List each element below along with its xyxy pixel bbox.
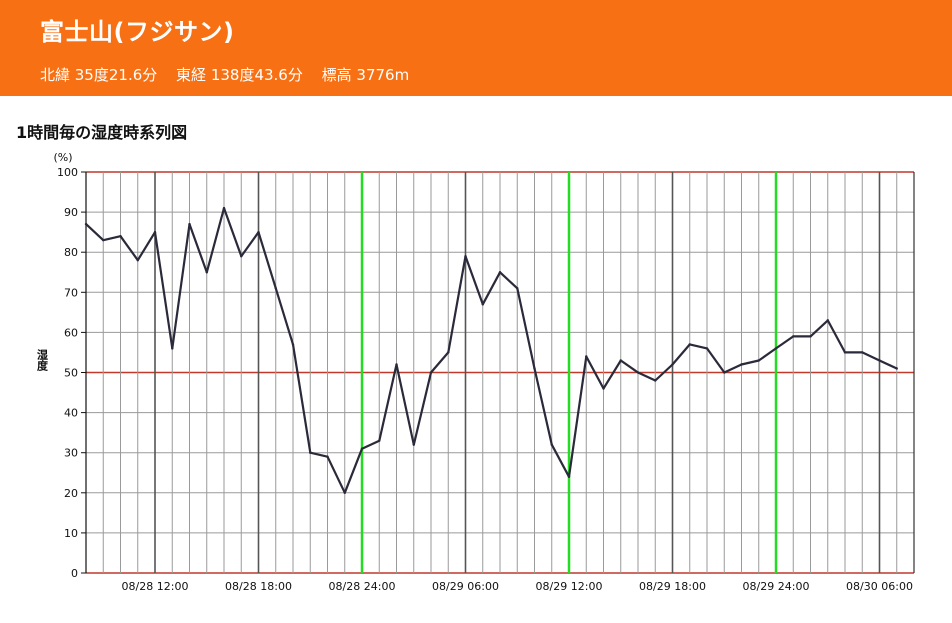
y-tick-label: 20 [64,487,78,500]
y-unit-label: (%) [53,151,72,164]
humidity-data-point [153,230,157,234]
humidity-data-point [240,255,243,258]
humidity-data-point [222,206,226,210]
humidity-data-point [740,363,743,366]
x-tick-label: 08/29 18:00 [639,580,706,593]
y-tick-label: 40 [64,407,78,420]
y-tick-label: 100 [57,166,78,179]
y-tick-label: 80 [64,246,78,259]
x-tick-label: 08/29 06:00 [432,580,499,593]
humidity-data-point [895,367,898,370]
humidity-series-line [85,207,898,494]
humidity-data-point [326,455,329,458]
station-title: 富士山(フジサン) [40,18,235,46]
humidity-data-point [119,234,122,238]
y-tick-label: 60 [64,326,78,339]
humidity-data-point [878,359,881,362]
humidity-data-point [792,335,795,338]
y-axis-label: 湿度 [36,348,49,372]
longitude-text: 東経 138度43.6分 [176,66,303,84]
humidity-data-point [447,351,450,354]
chart-title: 1時間毎の湿度時系列図 [16,123,188,142]
station-location: 北緯 35度21.6分 東経 138度43.6分 標高 3776m [40,64,423,85]
elevation-text: 標高 3776m [321,66,410,84]
humidity-data-point [274,287,277,290]
x-tick-label: 08/29 24:00 [743,580,810,593]
humidity-data-point [533,367,536,370]
humidity-data-point [309,451,312,454]
y-tick-label: 10 [64,527,78,540]
humidity-data-point [567,475,571,478]
humidity-data-point [464,255,467,258]
humidity-data-point [378,439,381,442]
humidity-data-point [688,343,691,346]
humidity-data-point [550,443,553,446]
y-tick-label: 50 [64,367,78,380]
humidity-data-point [774,347,778,350]
humidity-data-point [360,447,364,450]
humidity-data-point [291,343,295,346]
humidity-data-point [671,363,674,366]
humidity-data-point [516,287,519,290]
humidity-data-point [412,443,415,446]
x-tick-label: 08/29 12:00 [536,580,603,593]
x-tick-label: 08/28 12:00 [122,580,189,593]
y-tick-label: 0 [71,567,78,580]
humidity-data-point [619,359,622,362]
humidity-data-point [429,371,433,374]
humidity-data-point [654,379,657,382]
y-tick-label: 30 [64,447,78,460]
humidity-data-point [757,359,760,362]
latitude-text: 北緯 35度21.6分 [40,66,158,84]
humidity-data-point [498,271,502,274]
humidity-data-point [395,363,398,366]
x-tick-label: 08/28 18:00 [225,580,292,593]
humidity-data-point [843,351,847,354]
humidity-data-point [481,303,484,306]
humidity-data-point [636,371,640,374]
humidity-data-point [102,238,105,242]
humidity-data-point [826,319,829,322]
humidity-data-point [188,222,191,226]
humidity-data-point [84,222,88,226]
x-tick-label: 08/30 06:00 [846,580,913,593]
humidity-data-point [809,335,812,338]
humidity-data-point [205,271,208,274]
humidity-data-point [171,347,174,350]
humidity-data-point [861,351,864,354]
y-tick-label: 70 [64,286,78,299]
humidity-data-point [343,491,346,494]
x-tick-label: 08/28 24:00 [329,580,396,593]
humidity-data-point [705,347,709,350]
humidity-data-point [257,230,260,234]
humidity-data-point [602,387,605,390]
y-tick-label: 90 [64,206,78,219]
humidity-data-point [136,259,139,262]
humidity-data-point [723,371,726,374]
station-header: 富士山(フジサン) 北緯 35度21.6分 東経 138度43.6分 標高 37… [0,0,952,96]
humidity-data-point [585,355,588,358]
